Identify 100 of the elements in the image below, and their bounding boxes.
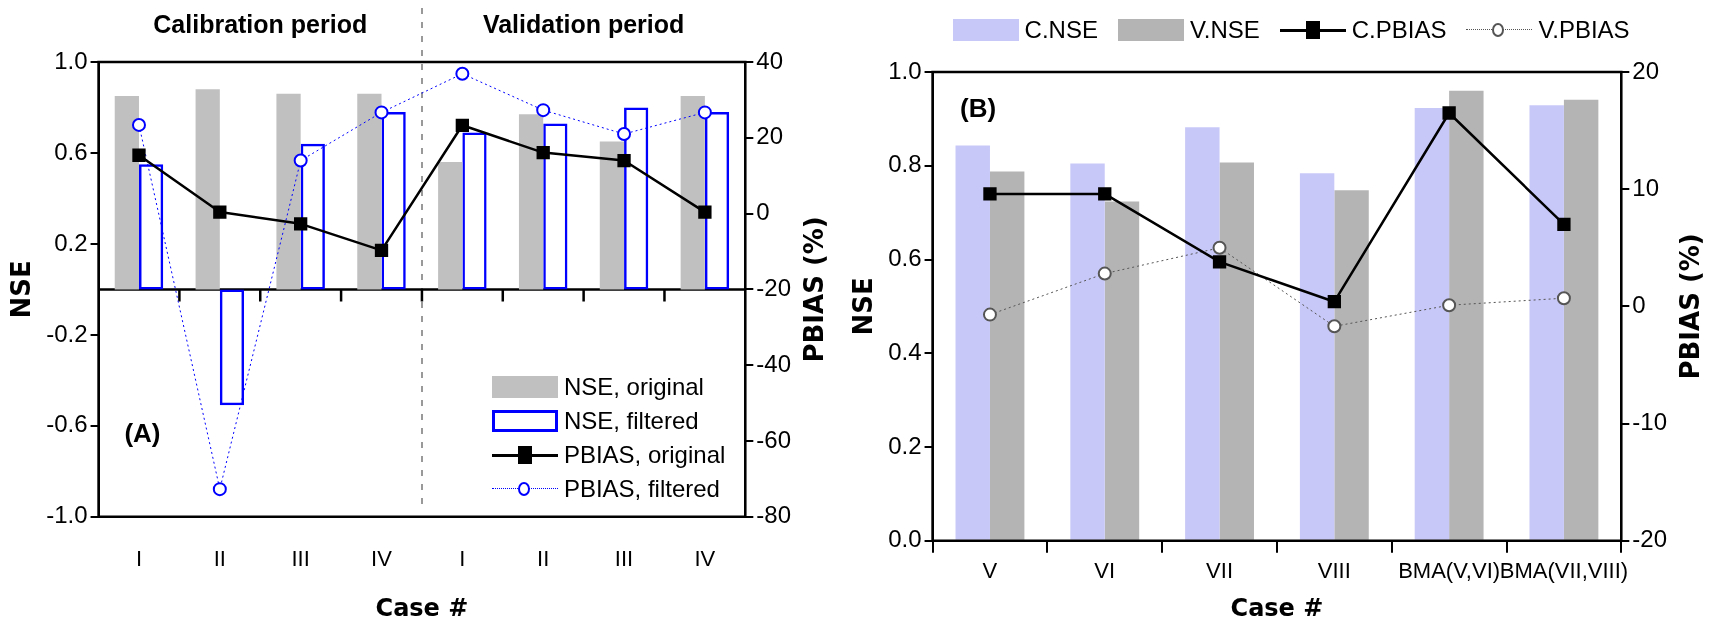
bar xyxy=(195,89,220,290)
y2-tick-label: -20 xyxy=(1632,525,1667,553)
point xyxy=(1442,298,1457,313)
y-axis-title: NSE xyxy=(6,260,37,319)
y2-tick-label: 40 xyxy=(756,46,784,74)
x-tick-label: I xyxy=(135,546,143,572)
x-tick-label: V xyxy=(982,558,998,584)
point xyxy=(1212,255,1227,269)
x-tick-label: II xyxy=(213,546,226,572)
y2-tick-label: 0 xyxy=(756,198,770,226)
y2-tick-label: 20 xyxy=(1632,56,1660,84)
x-tick-label: II xyxy=(537,546,550,572)
point xyxy=(212,482,227,497)
point xyxy=(1442,106,1456,120)
bar xyxy=(438,162,463,290)
bar xyxy=(1299,173,1335,540)
point xyxy=(455,118,470,132)
y2-tick-label: -20 xyxy=(756,274,791,302)
y2-axis-title: PBIAS (%) xyxy=(798,216,829,363)
legend-label: PBIAS, original xyxy=(563,440,726,469)
bar xyxy=(1219,162,1254,540)
bar xyxy=(1185,127,1220,540)
point xyxy=(617,153,631,168)
x-tick-label: VII xyxy=(1206,558,1233,584)
y-tick-label: 0.2 xyxy=(54,228,88,256)
y-tick-label: 0.8 xyxy=(888,150,922,178)
point xyxy=(982,307,997,322)
point xyxy=(1327,319,1342,334)
bar xyxy=(680,96,705,290)
bar xyxy=(1414,108,1450,540)
y-tick-label: 0.4 xyxy=(888,337,922,365)
bar xyxy=(1449,90,1484,540)
point xyxy=(293,153,308,168)
y-tick-label: 0.0 xyxy=(888,525,922,553)
y2-tick-label: -10 xyxy=(1632,408,1667,436)
y-axis-title: NSE xyxy=(848,277,879,336)
x-tick-label: III xyxy=(291,546,310,572)
x-tick-label: III xyxy=(614,546,634,572)
legend-label: C.PBIAS xyxy=(1351,16,1447,44)
point xyxy=(536,103,551,118)
legend-label: V.NSE xyxy=(1189,16,1260,44)
bar xyxy=(1563,99,1599,540)
bar xyxy=(955,145,990,540)
y-tick-label: 1.0 xyxy=(54,46,88,74)
legend-label: V.PBIAS xyxy=(1538,16,1630,44)
point xyxy=(983,187,997,201)
point xyxy=(132,148,146,162)
point xyxy=(374,105,389,120)
point xyxy=(1097,266,1112,281)
point xyxy=(1098,187,1112,201)
y-tick-label: 0.6 xyxy=(888,244,922,272)
bar xyxy=(989,171,1025,540)
y2-tick-label: 20 xyxy=(756,122,784,150)
bar xyxy=(599,141,625,290)
x-tick-label: IV xyxy=(694,546,716,572)
x-tick-label: BMA(V,VI) xyxy=(1398,558,1501,584)
y-tick-label: 0.2 xyxy=(888,431,922,459)
point xyxy=(374,243,389,258)
point xyxy=(455,66,470,81)
bar xyxy=(518,114,544,290)
bar xyxy=(1104,201,1140,540)
x-tick-label: IV xyxy=(371,546,393,572)
text: Validation period xyxy=(482,9,685,38)
bar xyxy=(1070,163,1105,540)
bar xyxy=(1529,105,1564,540)
annotation: (A) xyxy=(124,418,161,449)
point xyxy=(698,205,712,219)
legend-label: NSE, original xyxy=(563,372,704,401)
x-tick-label: BMA(VII,VIII) xyxy=(1499,558,1629,584)
point xyxy=(1556,291,1571,306)
y-tick-label: -0.2 xyxy=(46,319,88,347)
bar xyxy=(276,93,301,290)
y2-tick-label: 10 xyxy=(1632,173,1660,201)
point xyxy=(131,117,146,132)
bar xyxy=(357,93,382,290)
y2-axis-title: PBIAS (%) xyxy=(1674,233,1705,380)
x-tick-label: I xyxy=(459,546,466,572)
point xyxy=(697,105,712,120)
y-tick-label: -1.0 xyxy=(46,501,88,529)
point xyxy=(1327,295,1341,309)
point xyxy=(617,127,632,142)
point xyxy=(1212,240,1227,255)
annotation: (B) xyxy=(960,92,997,123)
y-tick-label: 1.0 xyxy=(888,56,922,84)
y2-tick-label: -60 xyxy=(756,425,791,453)
y2-tick-label: -40 xyxy=(756,349,791,377)
bar xyxy=(1334,190,1369,540)
point xyxy=(294,217,308,231)
point xyxy=(1557,217,1571,232)
x-tick-label: VIII xyxy=(1317,558,1351,584)
y-tick-label: 0.6 xyxy=(54,137,88,165)
legend-label: NSE, filtered xyxy=(563,406,699,435)
y-tick-label: -0.6 xyxy=(46,410,88,438)
point xyxy=(536,145,550,160)
text: Calibration period xyxy=(153,9,368,38)
point xyxy=(213,205,227,219)
x-tick-label: VI xyxy=(1094,558,1116,584)
x-axis-title: Case # xyxy=(375,593,469,622)
legend-label: C.NSE xyxy=(1024,16,1098,44)
y2-tick-label: 0 xyxy=(1632,291,1646,319)
